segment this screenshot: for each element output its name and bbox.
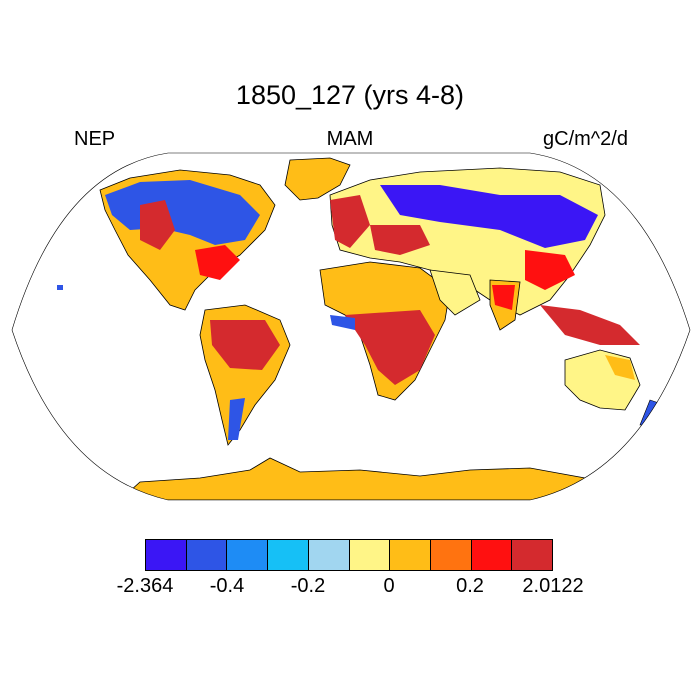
greenland: [284, 157, 351, 201]
variable-label: NEP: [74, 128, 116, 150]
colorbar-box: [430, 540, 472, 570]
australia: [564, 349, 641, 411]
colorbar: [145, 539, 553, 571]
globe-outline: [11, 152, 691, 501]
colorbar-box: [146, 540, 187, 570]
colorbar-tick-label: -2.364: [116, 575, 174, 597]
land-layer: [57, 157, 666, 500]
season-label: MAM: [326, 128, 374, 150]
colorbar-tick-label: -0.4: [209, 575, 245, 597]
colorbar-box: [512, 540, 553, 570]
colorbar-box: [471, 540, 513, 570]
colorbar-box: [349, 540, 391, 570]
antarctica: [118, 457, 601, 500]
colorbar-tick-label: 2.0122: [522, 575, 584, 597]
colorbar-box: [390, 540, 431, 570]
plot-title: 1850_127 (yrs 4-8): [235, 80, 465, 110]
colorbar-box: [308, 540, 350, 570]
units-label: gC/m^2/d: [543, 128, 628, 150]
colorbar-tick-label: 0.2: [456, 575, 484, 597]
colorbar-box: [268, 540, 309, 570]
colorbar-tick-label: 0: [383, 575, 395, 597]
colorbar-box: [186, 540, 228, 570]
colorbar-box: [227, 540, 269, 570]
colorbar-tick-label: -0.2: [290, 575, 326, 597]
